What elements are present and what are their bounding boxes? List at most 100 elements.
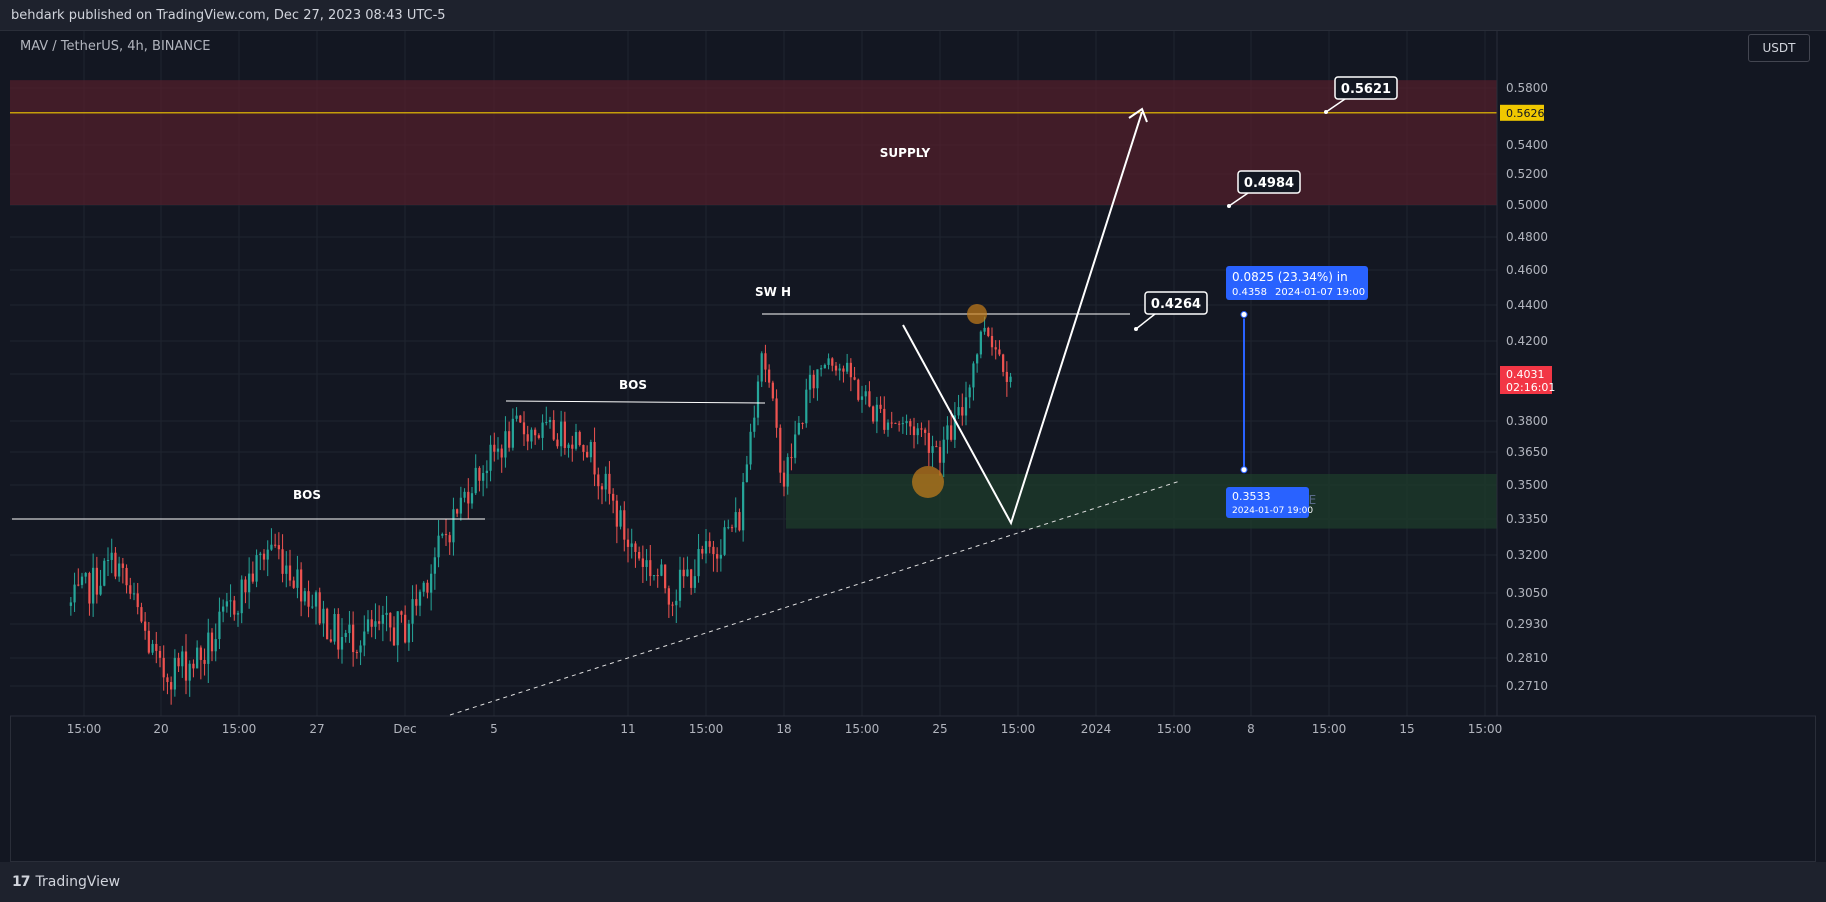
candle-body: [961, 407, 964, 416]
candle-body: [277, 545, 280, 550]
candle-body: [719, 554, 722, 559]
time-tick-label: 15:00: [689, 722, 724, 736]
candle-body: [147, 630, 150, 653]
price-tick-label: 0.2810: [1506, 651, 1548, 665]
published-info: behdark published on TradingView.com, De…: [11, 8, 446, 23]
candle-body: [537, 435, 540, 438]
candle-body: [619, 510, 622, 527]
candle-body: [322, 608, 325, 624]
candle-body: [259, 553, 262, 556]
candle-body: [998, 349, 1001, 355]
time-tick-label: 20: [153, 722, 168, 736]
candle-body: [645, 560, 648, 567]
candle-body: [285, 565, 288, 574]
candle-body: [415, 599, 418, 606]
currency-unit-button[interactable]: USDT: [1748, 34, 1810, 62]
callout-dot: [1134, 327, 1138, 331]
price-tick-label: 0.3350: [1506, 512, 1548, 526]
candle-body: [162, 657, 165, 678]
symbol-info[interactable]: MAV / TetherUS, 4h, BINANCE: [20, 39, 211, 54]
price-tick-label: 0.4200: [1506, 334, 1548, 348]
candle-body: [389, 612, 392, 628]
candle-body: [946, 425, 949, 440]
candle-body: [526, 434, 529, 442]
candle-body: [924, 429, 927, 433]
price-callout-box[interactable]: [1144, 291, 1208, 315]
brand[interactable]: 17 TradingView: [12, 874, 120, 890]
price-tick-label: 0.2930: [1506, 617, 1548, 631]
candle-body: [418, 591, 422, 606]
candle-body: [225, 601, 228, 607]
price-tick-label: 0.3800: [1506, 414, 1548, 428]
candle-body: [114, 552, 117, 577]
candle-body: [909, 421, 912, 427]
candle-body: [593, 441, 596, 475]
candle-body: [84, 572, 87, 577]
candle-body: [890, 422, 893, 424]
candle-body: [560, 421, 563, 447]
candle-body: [671, 604, 674, 606]
candle-body: [448, 535, 451, 543]
candle-body: [519, 415, 522, 423]
candle-body: [872, 406, 875, 422]
candle-body: [898, 423, 901, 425]
price-tick-label: 0.2710: [1506, 679, 1548, 693]
candle-body: [734, 512, 737, 528]
candle-body: [820, 368, 823, 370]
candle-body: [953, 415, 956, 440]
price-tick-label: 0.5400: [1506, 138, 1548, 152]
candle-body: [314, 592, 318, 607]
candle-body: [675, 600, 678, 606]
candle-body: [151, 643, 154, 653]
candle-body: [170, 682, 173, 690]
callout-pointer: [1228, 192, 1249, 207]
drawings-layer: BOS BOS SW H 0.5621 0.4984 0.4264 0.0825 (23.3…: [10, 76, 1497, 716]
swing-high-label: SW H: [755, 285, 791, 299]
candle-body: [400, 611, 403, 615]
candle-body: [667, 588, 670, 605]
measure-top-point[interactable]: [1240, 311, 1248, 319]
time-tick-label: 27: [309, 722, 324, 736]
candle-body: [229, 600, 232, 602]
candle-body: [456, 509, 459, 514]
candle-body: [522, 422, 526, 435]
candle-body: [366, 619, 370, 632]
time-tick-label: 25: [932, 722, 947, 736]
candle-body: [385, 612, 388, 615]
candle-body: [129, 585, 132, 594]
time-tick-label: 18: [776, 722, 791, 736]
tradingview-logo-icon: 17: [12, 874, 31, 890]
price-callout-box[interactable]: [1237, 170, 1301, 194]
time-tick-label: Dec: [393, 722, 416, 736]
candle-body: [485, 470, 488, 474]
candle-body: [441, 534, 444, 536]
candle-body: [612, 493, 615, 501]
measure-bottom-point[interactable]: [1240, 466, 1248, 474]
candle-body: [756, 381, 760, 418]
price-tick-label: 0.5800: [1506, 81, 1548, 95]
candle-body: [136, 593, 139, 608]
candle-body: [340, 637, 344, 650]
candle-body: [886, 422, 890, 430]
candle-body: [842, 368, 845, 372]
candle-body: [753, 417, 756, 432]
candle-body: [801, 422, 804, 424]
candle-body: [649, 560, 652, 577]
high-marker-circle: [967, 304, 987, 324]
candle-body: [990, 335, 994, 348]
supply-label: SUPPLY: [880, 146, 931, 160]
projection-path: [902, 111, 1143, 526]
candle-body: [292, 580, 295, 588]
price-badge-yellow-text: 0.5626: [1506, 107, 1545, 120]
candle-body: [875, 404, 878, 422]
candle-body: [311, 606, 314, 608]
candle-body: [589, 441, 592, 458]
price-tick-label: 0.4800: [1506, 230, 1548, 244]
price-callout-box[interactable]: [1334, 76, 1398, 100]
candle-body: [935, 446, 938, 448]
candle-body: [240, 579, 243, 614]
candle-body: [244, 579, 247, 593]
candle-body: [207, 632, 210, 664]
candle-body: [236, 613, 240, 615]
